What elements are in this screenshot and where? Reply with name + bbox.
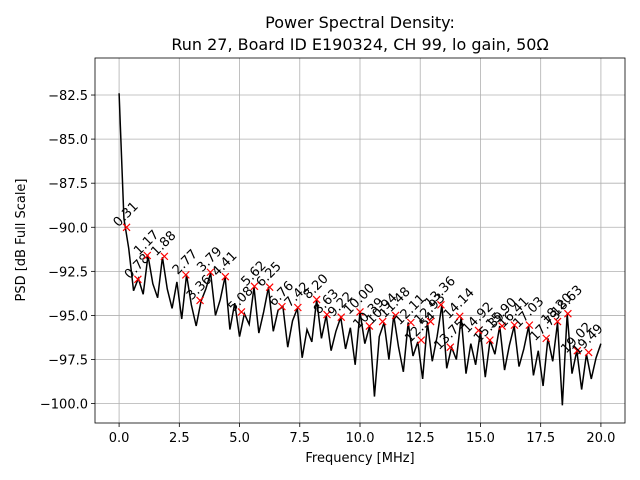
peak-marker [446,343,455,352]
x-axis-label: Frequency [MHz] [305,451,414,466]
peak-marker [143,251,152,260]
peak-marker [265,283,274,292]
y-tick-label: −97.5 [48,354,88,369]
peak-marker [391,311,400,320]
peak-marker [437,300,445,309]
peak-marker [250,282,259,291]
peak-marker [122,223,131,232]
peak-marker [485,336,494,345]
y-tick-label: −90.0 [48,221,88,236]
peak-marker [510,321,519,330]
x-tick-label: 15.0 [466,431,495,446]
peak-marker [160,252,169,261]
axes-frame [94,57,626,424]
peak-marker [206,268,215,277]
x-tick-label: 20.0 [586,431,615,446]
peak-marker [498,322,507,330]
peak-marker [278,302,286,311]
peak-marker [365,322,374,330]
x-tick-label: 5.0 [229,431,250,446]
x-tick-label: 12.5 [406,431,435,446]
peak-marker [337,313,346,322]
peak-marker [455,312,464,321]
peak-marker [221,272,230,281]
x-tick-label: 10.0 [346,431,375,446]
x-tick-label: 2.5 [169,431,190,446]
peak-marker [356,307,364,316]
peak-marker [312,295,321,304]
y-tick-label: −95.0 [48,309,88,324]
peak-marker [196,296,204,305]
chart-title: Power Spectral Density: [265,13,455,32]
y-tick-label: −82.5 [48,89,88,104]
peak-marker [525,321,534,330]
peak-marker [181,270,190,279]
x-tick-label: 0.0 [109,431,130,446]
peak-marker [542,334,551,343]
x-tick-label: 17.5 [526,431,555,446]
peak-marker [378,317,387,326]
peak-marker [323,310,331,319]
y-tick-label: −87.5 [48,177,88,192]
y-tick-label: −85.0 [48,133,88,148]
peak-marker [237,307,246,316]
x-tick-label: 7.5 [289,431,310,446]
chart-subtitle: Run 27, Board ID E190324, CH 99, lo gain… [171,35,548,54]
peak-marker [573,346,582,355]
peak-marker [133,275,142,284]
peak-marker [406,318,415,327]
peak-marker [293,303,302,312]
y-tick-label: −92.5 [48,265,88,280]
peak-marker [553,317,562,326]
peak-marker [563,309,572,318]
peak-marker [474,326,483,335]
y-axis-label: PSD [dB Full Scale] [14,178,29,301]
peak-marker [584,348,593,357]
peak-marker [417,336,426,345]
peak-marker [426,317,435,326]
y-tick-label: −100.0 [40,398,88,413]
